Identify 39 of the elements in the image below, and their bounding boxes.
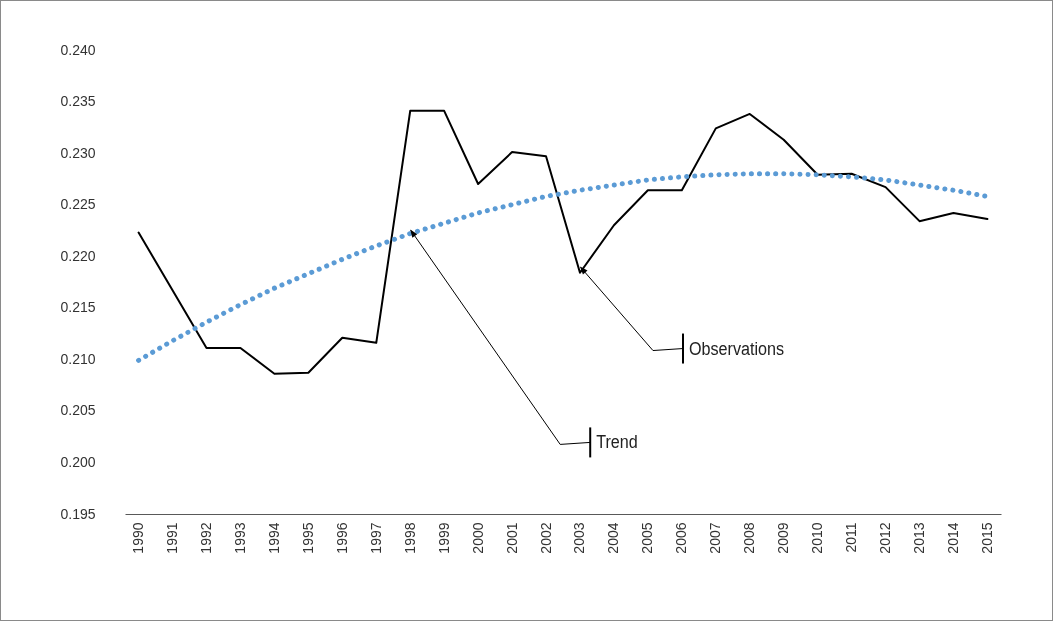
y-tick-label: 0.220 [60, 247, 96, 264]
x-tick-label: 2009 [775, 522, 792, 554]
x-tick-label: 2010 [809, 522, 826, 554]
x-tick-label: 1993 [231, 522, 248, 554]
x-tick-label: 1998 [401, 522, 418, 554]
x-tick-label: 2008 [741, 522, 758, 554]
x-tick-label: 2002 [537, 522, 554, 554]
x-tick-label: 2006 [673, 522, 690, 554]
y-tick-label: 0.225 [60, 196, 96, 213]
x-tick-label: 2011 [843, 522, 860, 553]
y-tick-label: 0.200 [60, 453, 96, 470]
x-tick-label: 1994 [265, 522, 282, 554]
annotation: Trend [596, 431, 638, 453]
x-tick-label: 2007 [707, 522, 724, 554]
y-tick-label: 0.240 [60, 41, 96, 58]
y-tick-label: 0.205 [60, 402, 96, 419]
x-tick-label: 1997 [367, 522, 384, 554]
x-tick-label: 2012 [877, 522, 894, 554]
x-tick-label: 2015 [978, 522, 995, 554]
y-tick-label: 0.210 [60, 350, 96, 367]
x-tick-label: 2001 [503, 522, 520, 554]
y-tick-label: 0.230 [60, 144, 96, 161]
x-tick-label: 2014 [944, 522, 961, 554]
y-tick-label: 0.195 [60, 505, 96, 522]
x-tick-label: 1991 [164, 522, 181, 554]
y-tick-label: 0.215 [60, 299, 96, 316]
x-tick-label: 2005 [639, 522, 656, 554]
x-tick-label: 1990 [130, 522, 147, 554]
x-tick-label: 2013 [911, 522, 928, 554]
x-tick-label: 2000 [469, 522, 486, 554]
x-tick-label: 2003 [571, 522, 588, 554]
x-tick-label: 1996 [333, 522, 350, 554]
annotation: Observations [688, 337, 785, 359]
line-series [137, 109, 989, 375]
x-tick-label: 1999 [435, 522, 452, 554]
x-tick-label: 1992 [197, 522, 214, 554]
x-tick-label: 2004 [605, 522, 622, 554]
y-tick-label: 0.235 [60, 93, 96, 110]
x-tick-label: 1995 [299, 522, 316, 554]
